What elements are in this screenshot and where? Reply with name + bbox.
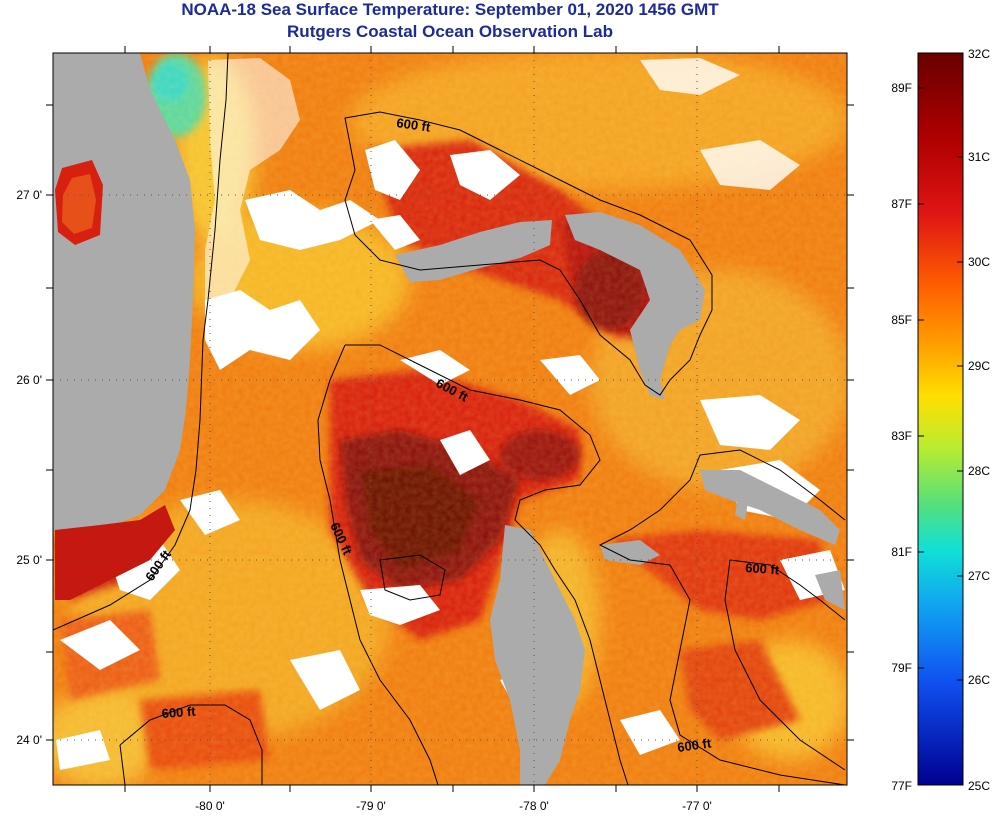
cb-celsius-32: 32C: [968, 47, 990, 61]
cb-fahrenheit-87: 87F: [891, 197, 912, 211]
eleuthera-land: [700, 470, 840, 545]
lat-label-26: 26 0': [16, 373, 42, 387]
contour-label-east: 600 ft: [745, 560, 781, 577]
colorbar: 32C 31C 30C 29C 28C 27C 26C 25C 89F 87F …: [891, 47, 990, 793]
small-cay-land: [735, 480, 750, 520]
cb-celsius-27: 27C: [968, 569, 990, 583]
lon-label-79: -79 0': [356, 799, 386, 813]
grand-bahama-land: [395, 220, 552, 282]
cb-fahrenheit-81: 81F: [891, 545, 912, 559]
cb-celsius-31: 31C: [968, 150, 990, 164]
isobath-contours: [53, 53, 846, 785]
axis-ticks: [46, 46, 854, 792]
colorbar-ticks: [918, 87, 963, 681]
lat-label-25: 25 0': [16, 553, 42, 567]
contour-label-southwest: 600 ft: [161, 704, 197, 721]
cb-fahrenheit-83: 83F: [891, 429, 912, 443]
cb-fahrenheit-79: 79F: [891, 661, 912, 675]
map-title: NOAA-18 Sea Surface Temperature: Septemb…: [181, 0, 719, 19]
lat-label-24: 24 0': [16, 733, 42, 747]
contour-label-north: 600 ft: [396, 115, 432, 135]
map-gridlines: [53, 53, 847, 785]
cb-celsius-25: 25C: [968, 779, 990, 793]
cb-celsius-26: 26C: [968, 673, 990, 687]
new-providence-land: [600, 540, 660, 565]
lon-label-78: -78 0': [519, 799, 549, 813]
cloud-cover: [56, 58, 845, 770]
cb-celsius-28: 28C: [968, 464, 990, 478]
map-subtitle: Rutgers Coastal Ocean Observation Lab: [287, 22, 613, 41]
exuma-land: [815, 570, 845, 610]
sst-map: [53, 53, 847, 785]
cb-fahrenheit-85: 85F: [891, 313, 912, 327]
lon-label-80: -80 0': [195, 799, 225, 813]
lake-core: [62, 174, 96, 234]
lon-label-77: -77 0': [682, 799, 712, 813]
florida-bay-sst: [55, 505, 175, 600]
map-frame: [52, 52, 848, 786]
cb-fahrenheit-77: 77F: [891, 779, 912, 793]
cb-fahrenheit-89: 89F: [891, 81, 912, 95]
colorbar-gradient: [917, 52, 964, 786]
contour-label-southeast: 600 ft: [676, 735, 712, 755]
cb-celsius-30: 30C: [968, 255, 990, 269]
cb-celsius-29: 29C: [968, 359, 990, 373]
lat-label-27: 27 0': [16, 188, 42, 202]
andros-land: [490, 525, 585, 785]
abaco-land: [565, 212, 705, 400]
